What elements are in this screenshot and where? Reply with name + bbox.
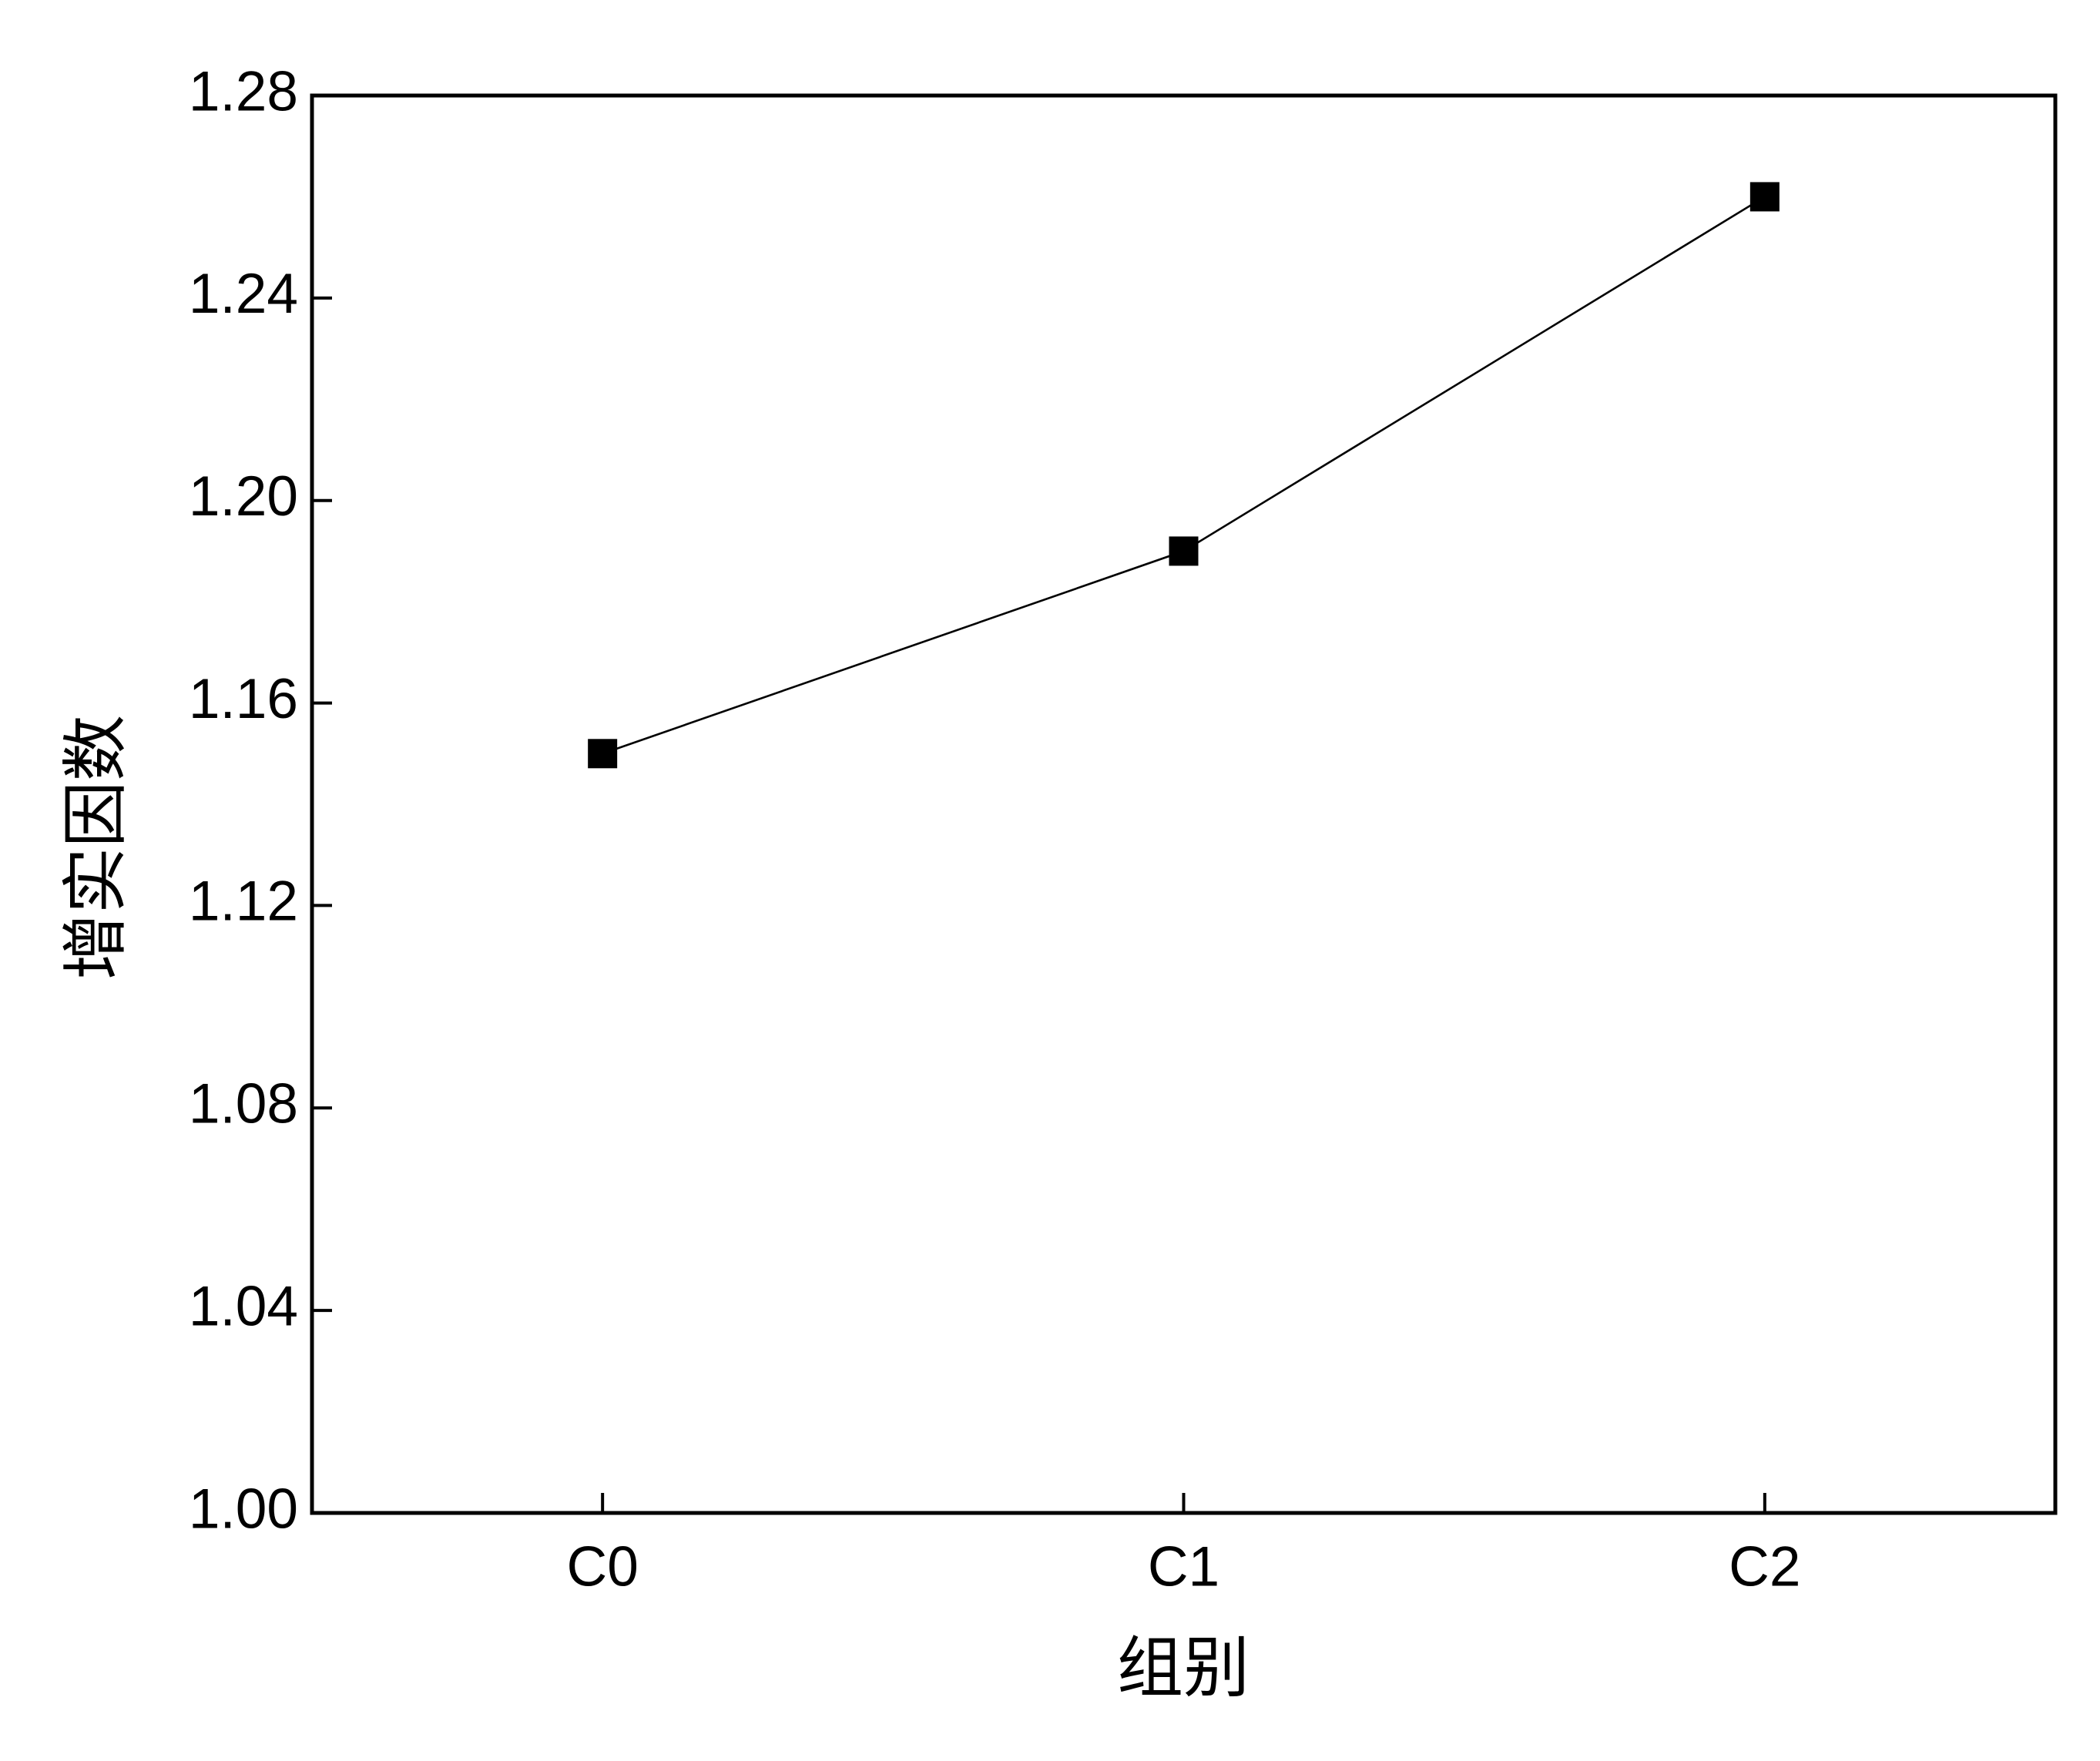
x-tick-label: C1 [1148, 1535, 1219, 1598]
x-axis-title: 组别 [1117, 1632, 1250, 1706]
y-tick-label: 1.24 [189, 263, 298, 325]
y-tick-label: 1.16 [189, 668, 298, 730]
y-tick-label: 1.12 [189, 870, 298, 933]
plot-frame [310, 93, 2058, 1515]
y-tick-label: 1.20 [189, 465, 298, 528]
x-tick-label: C0 [567, 1535, 639, 1598]
data-line [602, 196, 1766, 755]
y-tick-label: 1.04 [189, 1275, 298, 1337]
y-tick-label: 1.08 [189, 1073, 298, 1135]
data-marker [1749, 182, 1780, 212]
y-tick-label: 1.00 [189, 1478, 298, 1540]
data-marker [588, 739, 618, 769]
x-tick-label: C2 [1729, 1535, 1800, 1598]
y-axis-title: 增实因数 [59, 715, 133, 980]
y-tick-label: 1.28 [189, 60, 298, 122]
data-marker [1169, 536, 1199, 566]
